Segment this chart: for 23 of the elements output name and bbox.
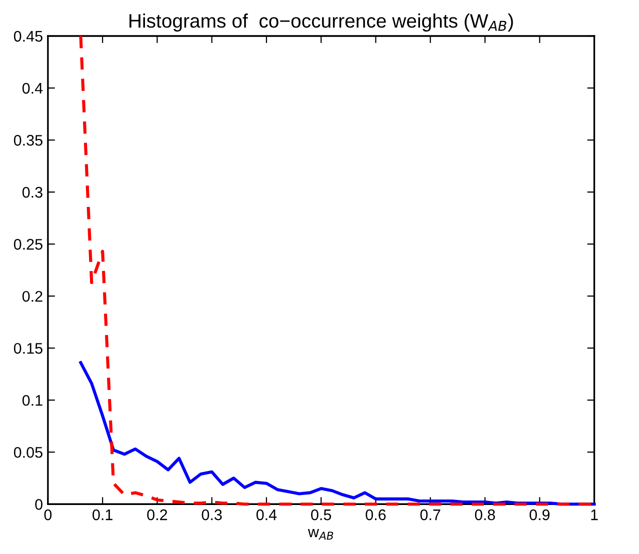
y-tick-label: 0.35 — [14, 134, 42, 146]
x-tick-label: 0.7 — [420, 509, 440, 520]
y-tick-label: 0.2 — [22, 290, 42, 302]
x-axis-title: w$_{AB}$ — [308, 528, 334, 540]
y-tick-label: 0.3 — [22, 186, 42, 198]
y-tick-label: 0.45 — [14, 30, 42, 42]
x-tick-label: 0.2 — [147, 509, 168, 520]
x-tick-label: 0.8 — [474, 509, 495, 520]
x-tick-label: 0.6 — [366, 509, 386, 520]
x-tick-label: 0.9 — [530, 509, 550, 520]
y-tick-label: 0.4 — [22, 82, 43, 94]
x-tick-label: 0.4 — [256, 509, 277, 520]
x-tick-label: 0.5 — [311, 509, 332, 520]
y-tick-label: 0.15 — [14, 342, 42, 354]
chart-title: Histograms of co−occurrence weights (W$_{AB}$) — [130, 13, 513, 32]
y-tick-label: 0.25 — [14, 238, 42, 250]
x-tick-label: 1 — [591, 510, 598, 520]
x-tick-label: 0.1 — [92, 509, 112, 520]
x-tick-label: 0.3 — [202, 509, 222, 520]
y-tick-label: 0.1 — [22, 394, 42, 406]
y-tick-label: 0.05 — [14, 446, 42, 458]
x-tick-label: 0 — [44, 509, 52, 520]
y-tick-label: 0 — [35, 499, 42, 510]
